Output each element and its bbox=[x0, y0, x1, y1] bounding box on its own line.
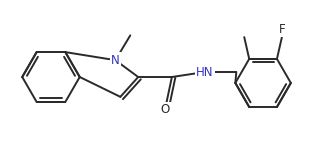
Text: O: O bbox=[160, 103, 169, 116]
Text: N: N bbox=[111, 54, 120, 67]
Text: HN: HN bbox=[196, 66, 213, 79]
Text: F: F bbox=[279, 23, 285, 36]
